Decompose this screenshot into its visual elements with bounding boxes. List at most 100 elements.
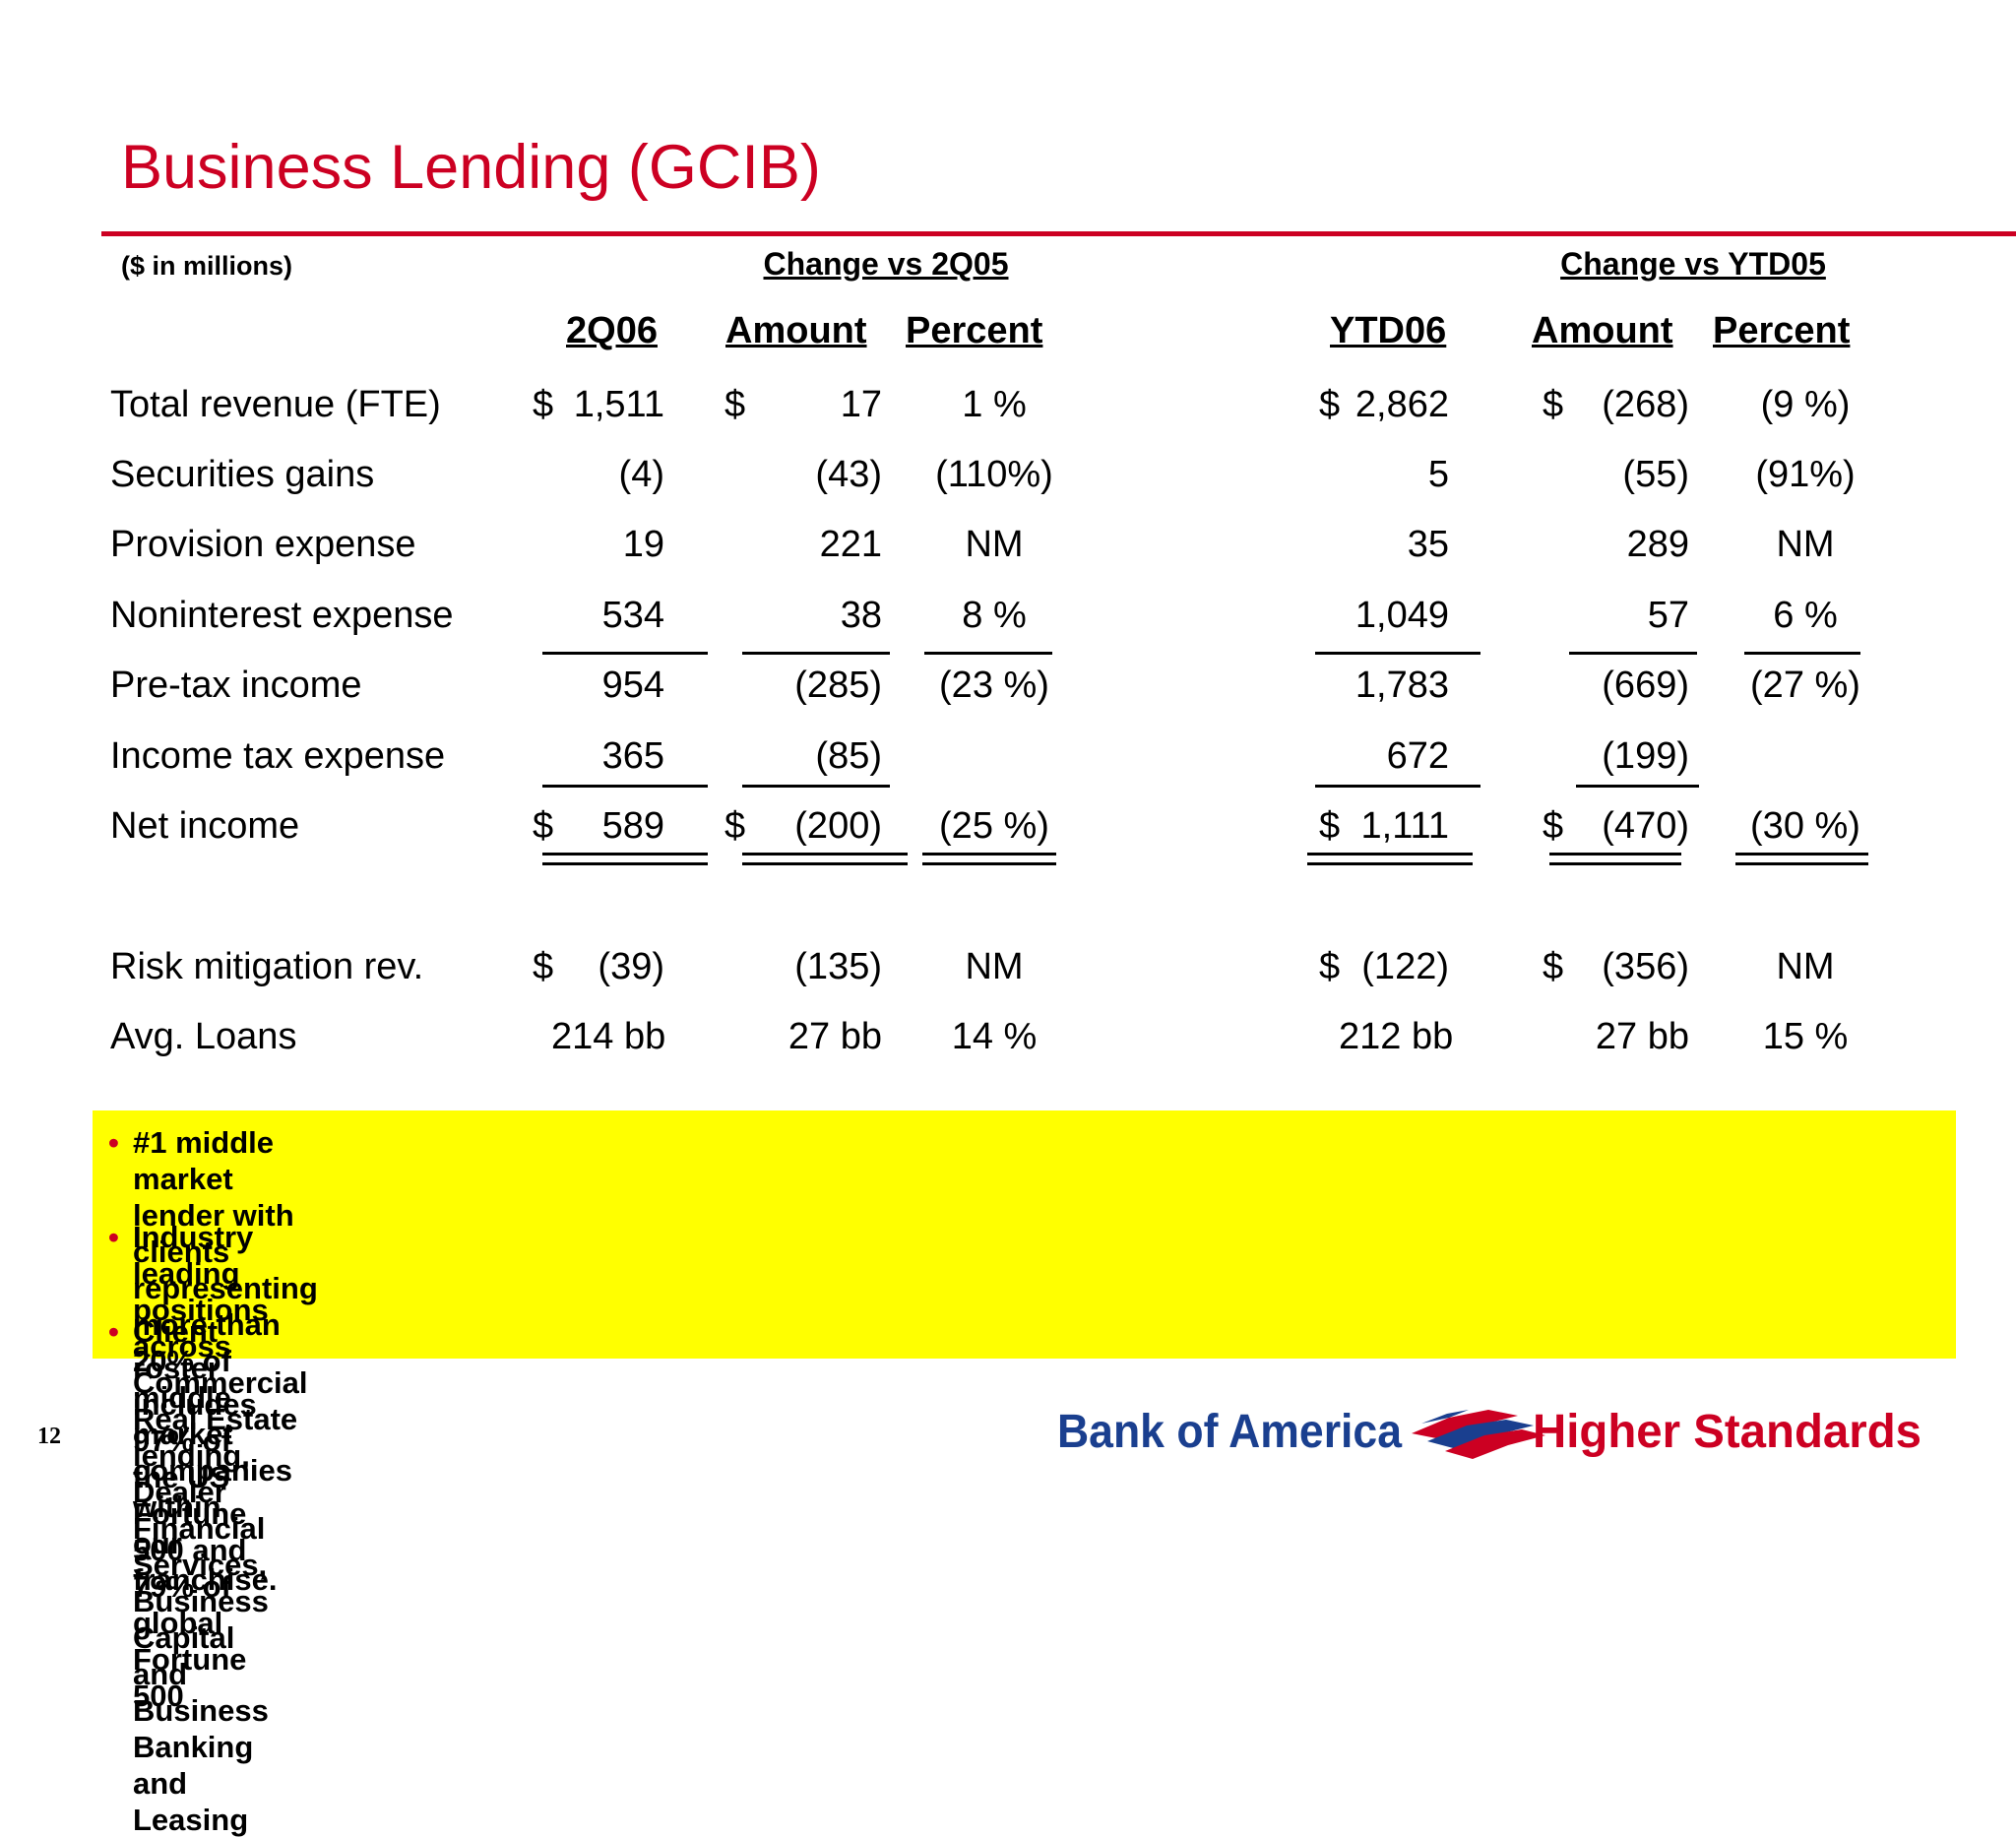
value-y-amount: (55) — [1622, 454, 1689, 495]
row-label: Securities gains — [110, 454, 375, 495]
currency-symbol: $ — [533, 805, 554, 847]
table-row: Securities gains (4) (43) (110%) 5 (55) (91%) — [0, 450, 2016, 505]
title-rule — [101, 231, 2016, 236]
currency-symbol: $ — [533, 946, 554, 987]
value-ytd06: 1,111 — [1360, 805, 1449, 847]
row-label: Total revenue (FTE) — [110, 384, 441, 425]
value-ytd06: 35 — [1407, 524, 1449, 565]
value-q-percent: (23 %) — [939, 665, 1049, 706]
subtotal-rule — [1315, 652, 1480, 655]
currency-symbol: $ — [1543, 946, 1564, 987]
value-2q06: 214 bb — [551, 1016, 666, 1057]
bullet-dot: • — [108, 1314, 119, 1349]
bullet-dot: • — [108, 1125, 119, 1160]
col-header-y-percent: Percent — [1713, 310, 1851, 351]
currency-symbol: $ — [724, 384, 746, 425]
value-y-amount: (669) — [1602, 665, 1689, 706]
value-q-percent: NM — [965, 946, 1024, 987]
value-q-amount: 221 — [819, 524, 882, 565]
value-y-percent: (91%) — [1755, 454, 1856, 495]
row-label: Provision expense — [110, 524, 416, 565]
value-y-amount: (356) — [1602, 946, 1689, 987]
group-header-quarter: Change vs 2Q05 — [763, 246, 1009, 282]
row-label: Noninterest expense — [110, 595, 454, 636]
col-header-ytd06: YTD06 — [1330, 310, 1447, 351]
currency-symbol: $ — [1543, 384, 1564, 425]
bullet-dot: • — [108, 1220, 119, 1254]
value-y-percent: (27 %) — [1750, 665, 1860, 706]
row-label: Pre-tax income — [110, 665, 362, 706]
value-y-percent: NM — [1776, 524, 1835, 565]
value-y-percent: (9 %) — [1760, 384, 1851, 425]
subtotal-rule — [542, 785, 708, 788]
table-row: Total revenue (FTE) $1,511 $17 1 % $2,862 $ (2… — [0, 380, 2016, 435]
value-y-percent: NM — [1776, 946, 1835, 987]
bullet-text: Client roster includes 97% of the US For… — [133, 1314, 257, 1713]
value-2q06: 365 — [601, 735, 664, 777]
value-ytd06: (122) — [1361, 946, 1449, 987]
value-q-amount: (135) — [794, 946, 882, 987]
value-y-amount: (199) — [1602, 735, 1689, 777]
table-row: Avg. Loans 214 bb 27 bb 14 % 212 bb 27 bb 15 % — [0, 1012, 2016, 1067]
value-2q06: 589 — [601, 805, 664, 847]
value-q-amount: (43) — [815, 454, 882, 495]
total-double-rule — [542, 853, 708, 865]
logo-tagline: Higher Standards — [1533, 1406, 1922, 1458]
value-2q06: 19 — [622, 524, 664, 565]
col-header-y-amount: Amount — [1532, 310, 1673, 351]
col-header-q-amount: Amount — [725, 310, 867, 351]
value-q-amount: (285) — [794, 665, 882, 706]
value-q-percent: (110%) — [935, 454, 1053, 495]
value-2q06: 1,511 — [573, 384, 664, 425]
value-y-percent: 6 % — [1773, 595, 1838, 636]
logo-bank-text: Bank of America — [1057, 1406, 1402, 1458]
table-row: Noninterest expense 534 38 8 % 1,049 57 6 % — [0, 591, 2016, 646]
currency-symbol: $ — [1319, 384, 1341, 425]
row-label: Income tax expense — [110, 735, 446, 777]
value-2q06: (39) — [598, 946, 664, 987]
subtotal-rule — [924, 652, 1052, 655]
value-q-amount: 17 — [840, 384, 882, 425]
row-label: Avg. Loans — [110, 1016, 297, 1057]
value-q-percent: (25 %) — [939, 805, 1049, 847]
table-row: Provision expense 19 221 NM 35 289 NM — [0, 520, 2016, 575]
currency-symbol: $ — [1319, 805, 1341, 847]
row-label: Risk mitigation rev. — [110, 946, 424, 987]
total-double-rule — [1735, 853, 1868, 865]
col-header-q-percent: Percent — [906, 310, 1043, 351]
flagscape-icon — [1412, 1410, 1545, 1459]
value-2q06: 534 — [601, 595, 664, 636]
value-2q06: 954 — [601, 665, 664, 706]
table-row: Risk mitigation rev. $ (39) (135) NM $ (122) $ (… — [0, 942, 2016, 997]
value-q-amount: (85) — [815, 735, 882, 777]
logo-graphic: Bank of America Higher Standards — [1057, 1406, 1922, 1459]
bullet-text: #1 middle market lender with clients rep… — [133, 1125, 318, 1597]
value-q-amount: 27 bb — [788, 1016, 882, 1057]
currency-symbol: $ — [533, 384, 554, 425]
value-q-percent: NM — [965, 524, 1024, 565]
value-y-amount: (470) — [1602, 805, 1689, 847]
page-title: Business Lending (GCIB) — [121, 133, 821, 202]
currency-symbol: $ — [724, 805, 746, 847]
value-2q06: (4) — [618, 454, 664, 495]
units-note: ($ in millions) — [121, 251, 293, 281]
subtotal-rule — [1576, 785, 1699, 788]
value-ytd06: 1,783 — [1354, 665, 1449, 706]
total-double-rule — [1549, 853, 1681, 865]
page-number: 12 — [37, 1424, 61, 1449]
value-y-amount: 57 — [1647, 595, 1689, 636]
value-y-amount: (268) — [1602, 384, 1689, 425]
value-y-percent: (30 %) — [1750, 805, 1860, 847]
group-header-ytd: Change vs YTD05 — [1560, 246, 1826, 282]
col-header-2q06: 2Q06 — [566, 310, 658, 351]
subtotal-rule — [1315, 785, 1480, 788]
bank-of-america-logo: Bank of America Higher Standards — [1055, 1396, 1931, 1465]
value-ytd06: 212 bb — [1339, 1016, 1454, 1057]
value-q-percent: 14 % — [951, 1016, 1038, 1057]
total-double-rule — [922, 853, 1056, 865]
value-ytd06: 2,862 — [1354, 384, 1449, 425]
value-q-percent: 8 % — [962, 595, 1027, 636]
value-q-amount: (200) — [794, 805, 882, 847]
total-double-rule — [1307, 853, 1473, 865]
value-ytd06: 1,049 — [1354, 595, 1449, 636]
